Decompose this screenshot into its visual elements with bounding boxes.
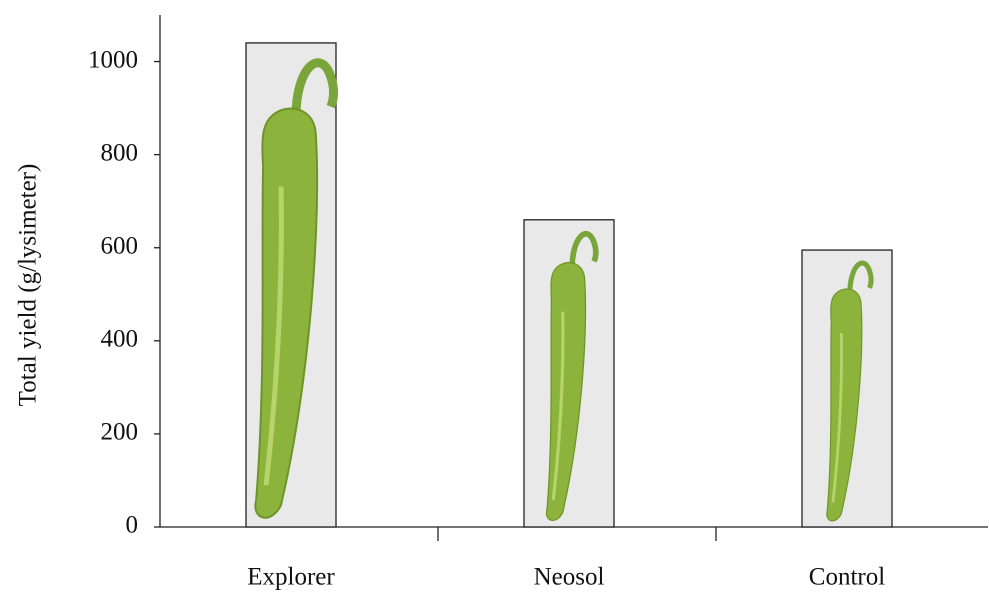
pepper — [254, 58, 339, 519]
pepper-stem — [569, 231, 599, 268]
y-tick-label: 400 — [101, 326, 139, 353]
x-tick-label: Neosol — [534, 564, 605, 591]
pepper-shine — [551, 311, 565, 501]
bar-group — [245, 42, 339, 528]
x-tick-label: Explorer — [247, 564, 335, 591]
y-tick-label: 0 — [126, 512, 139, 539]
pepper-shine — [831, 333, 843, 503]
x-tick-label: Control — [809, 564, 885, 591]
y-tick-label: 1000 — [88, 46, 138, 73]
bar-group — [523, 219, 615, 528]
pepper-stem — [291, 58, 339, 117]
pepper — [545, 231, 599, 521]
y-tick-label: 200 — [101, 419, 139, 446]
pepper-shine — [263, 186, 284, 486]
y-tick-label: 600 — [101, 232, 139, 259]
pepper — [826, 260, 874, 522]
y-axis-label: Total yield (g/lysimeter) — [15, 164, 42, 407]
y-tick-label: 800 — [101, 139, 139, 166]
bar-group — [801, 249, 893, 528]
pepper-stem — [847, 260, 874, 294]
